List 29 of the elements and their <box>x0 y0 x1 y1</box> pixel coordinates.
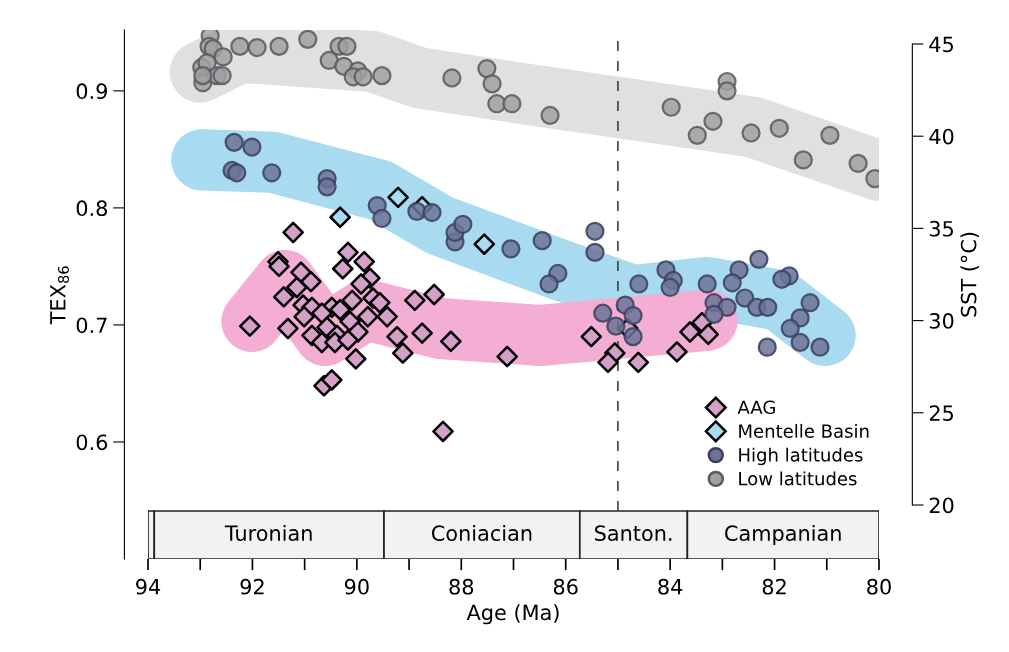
legend-label: High latitudes <box>739 447 863 466</box>
band-label: Campanian <box>725 524 841 546</box>
x-axis-title: Age (Ma) <box>466 604 559 625</box>
y2-tick-label: 45 <box>929 36 953 53</box>
y-tick-label: 0.7 <box>76 317 107 334</box>
legend-label: Low latitudes <box>739 471 857 486</box>
x-tick-label: 82 <box>762 578 786 595</box>
x-tick-label: 92 <box>240 578 264 595</box>
y-tick-label: 0.6 <box>76 434 108 451</box>
y2-axis-title: SST (°C) <box>960 232 979 317</box>
legend-label: Mentelle Basin <box>739 423 869 438</box>
y-tick-label: 0.9 <box>76 83 107 100</box>
x-tick-label: 80 <box>867 578 891 595</box>
x-tick-label: 90 <box>344 578 369 595</box>
band-label: Turonian <box>224 524 312 542</box>
x-tick-label: 86 <box>553 578 578 595</box>
y2-tick-label: 40 <box>929 128 954 145</box>
band-label: Santon. <box>595 525 672 542</box>
y2-tick-label: 25 <box>929 405 953 422</box>
y2-tick-label: 35 <box>929 220 953 237</box>
y2-tick-label: 20 <box>929 497 954 514</box>
legend-label: AAG <box>737 400 775 415</box>
y-tick-label: 0.8 <box>76 200 107 217</box>
x-tick-label: 94 <box>136 578 161 595</box>
band-label: Coniacian <box>431 524 532 542</box>
x-tick-label: 84 <box>658 578 683 595</box>
x-tick-label: 88 <box>449 578 474 595</box>
y2-tick-label: 30 <box>929 313 954 329</box>
y-axis-title: TEX$_{86}$ <box>50 266 69 325</box>
